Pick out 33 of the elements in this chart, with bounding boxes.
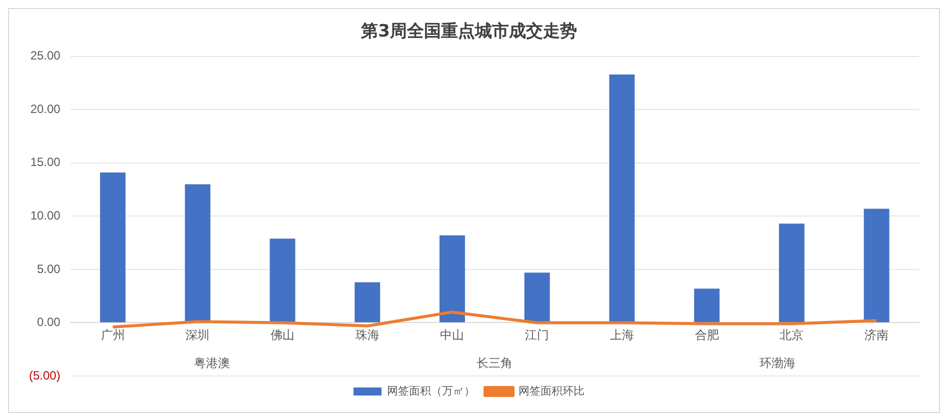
x-tick-label: 中山 — [440, 328, 464, 342]
bar — [778, 224, 804, 322]
y-tick-label: 15.00 — [30, 155, 61, 170]
x-tick-label: 合肥 — [694, 328, 719, 342]
x-tick-label: 江门 — [525, 328, 550, 342]
bar — [524, 272, 550, 322]
annotation: 长三角 — [476, 356, 513, 370]
y-tick-label: 20.00 — [30, 102, 61, 116]
y-tick-label: 25.00 — [30, 48, 61, 63]
y-tick-label: 10.00 — [30, 208, 61, 223]
x-tick-label: 珠海 — [355, 328, 380, 342]
x-tick-label: 深圳 — [186, 328, 210, 342]
bar — [609, 74, 635, 322]
bar — [440, 235, 465, 322]
x-tick-label: 北京 — [780, 328, 804, 342]
x-tick-label: 佛山 — [270, 328, 295, 342]
y-tick-label: 5.00 — [36, 262, 61, 276]
x-tick-label: 济南 — [864, 328, 889, 342]
y-tick-label: 0.00 — [36, 315, 61, 330]
legend-label: 网签面积（万㎡） — [387, 386, 475, 398]
bar — [694, 288, 720, 322]
bar — [184, 184, 210, 322]
bar — [270, 238, 296, 322]
x-tick-label: 广州 — [100, 328, 125, 342]
bar — [100, 172, 126, 322]
annotation: 粤港澳 — [194, 356, 230, 370]
bar — [354, 282, 380, 322]
legend-label: 网签面积环比 — [518, 384, 584, 398]
bar — [864, 208, 890, 322]
x-tick-label: 上海 — [610, 328, 634, 342]
y-tick-label: (5.00) — [28, 368, 60, 382]
annotation: 环渤海 — [760, 356, 796, 370]
chart-title: 第3周全国重点城市成交走势 — [360, 22, 577, 42]
